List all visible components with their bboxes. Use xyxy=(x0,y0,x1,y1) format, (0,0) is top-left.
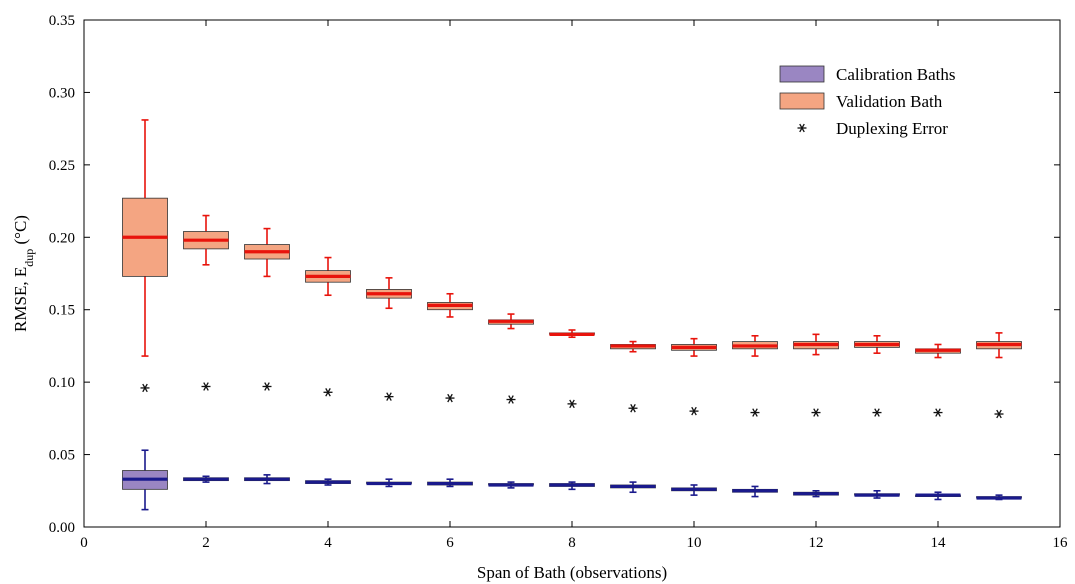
y-axis-label: RMSE, Edup (°C) xyxy=(11,215,36,332)
y-tick-label: 0.35 xyxy=(49,13,75,29)
calibration-box xyxy=(610,481,656,494)
calibration-box xyxy=(488,481,534,489)
calibration-box xyxy=(793,489,839,498)
star-stroke xyxy=(508,395,514,404)
star-stroke xyxy=(799,123,805,133)
duplexing-error-point xyxy=(445,393,455,403)
calibration-box xyxy=(732,485,778,498)
y-tick-label: 0.00 xyxy=(49,520,75,536)
y-tick-label: 0.05 xyxy=(49,448,75,464)
star-stroke xyxy=(813,408,819,417)
star-stroke xyxy=(142,383,148,393)
y-tick-label: 0.10 xyxy=(49,375,75,391)
validation-box xyxy=(488,313,534,330)
star-stroke xyxy=(874,408,880,417)
star-stroke xyxy=(935,408,941,417)
calibration-box xyxy=(183,475,229,483)
duplexing-error-point xyxy=(872,408,882,417)
validation-box xyxy=(610,340,656,353)
legend-label: Calibration Baths xyxy=(836,65,955,84)
validation-box xyxy=(671,337,717,357)
duplexing-error-point xyxy=(628,403,638,413)
legend-star-icon xyxy=(797,123,807,133)
duplexing-error-point xyxy=(689,406,699,416)
calibration-box xyxy=(915,491,961,501)
y-tick-label: 0.25 xyxy=(49,158,75,174)
legend-item-validation: Validation Bath xyxy=(779,92,943,111)
validation-box xyxy=(122,119,168,357)
y-axis-label-subscript: dup xyxy=(22,249,36,267)
duplexing-error-point xyxy=(994,409,1004,419)
x-tick-label: 2 xyxy=(202,535,210,551)
calibration-box xyxy=(305,478,351,486)
validation-box xyxy=(793,333,839,356)
duplexing-error-point xyxy=(201,382,211,391)
validation-box xyxy=(305,256,351,297)
x-tick-label: 14 xyxy=(931,535,947,551)
star-stroke xyxy=(569,399,575,409)
x-axis-label: Span of Bath (observations) xyxy=(477,563,667,582)
x-tick-label: 0 xyxy=(80,535,88,551)
duplexing-error-point xyxy=(567,399,577,409)
legend-label: Duplexing Error xyxy=(836,119,948,138)
y-axis-label-unit: (°C) xyxy=(11,215,30,249)
legend-swatch xyxy=(779,65,825,83)
y-axis-label-main: RMSE, E xyxy=(11,267,30,332)
x-tick-label: 4 xyxy=(324,535,332,551)
legend-swatch xyxy=(779,92,825,110)
x-tick-label: 16 xyxy=(1053,535,1069,551)
legend-item-calibration: Calibration Baths xyxy=(779,65,955,84)
x-tick-label: 10 xyxy=(687,535,702,551)
legend-item-marker: Duplexing Error xyxy=(797,119,948,138)
duplexing-error-point xyxy=(933,408,943,417)
duplexing-error-point xyxy=(811,408,821,417)
star-stroke xyxy=(203,382,209,391)
legend-label: Validation Bath xyxy=(836,92,943,111)
validation-box xyxy=(976,332,1022,359)
calibration-box xyxy=(366,478,412,488)
star-stroke xyxy=(447,393,453,403)
validation-box xyxy=(732,334,778,357)
calibration-box xyxy=(671,484,717,496)
validation-box xyxy=(427,292,473,318)
data-layer xyxy=(122,119,1022,511)
star-stroke xyxy=(996,409,1002,419)
validation-box xyxy=(366,277,412,310)
validation-box xyxy=(183,214,229,266)
validation-box xyxy=(915,343,961,359)
star-stroke xyxy=(264,382,270,391)
calibration-box xyxy=(244,474,290,485)
star-stroke xyxy=(386,392,392,401)
star-stroke xyxy=(325,388,331,397)
calibration-box xyxy=(122,449,168,511)
x-tick-label: 8 xyxy=(568,535,576,551)
duplexing-error-point xyxy=(750,408,760,417)
validation-box xyxy=(549,329,595,339)
validation-box xyxy=(244,227,290,278)
calibration-box xyxy=(427,478,473,488)
calibration-box xyxy=(549,481,595,491)
star-stroke xyxy=(752,408,758,417)
axes: 0 2 4 6 8 10 12 14 16 0.00 0.05 0.10 0.15 0.20 0.25 0.3… xyxy=(49,13,1068,551)
legend: Calibration Baths Validation Bath Duplexin… xyxy=(779,65,955,138)
duplexing-error-point xyxy=(262,382,272,391)
duplexing-error-point xyxy=(323,388,333,397)
y-tick-label: 0.15 xyxy=(49,303,75,319)
duplexing-error-point xyxy=(140,383,150,393)
y-tick-label: 0.30 xyxy=(49,85,75,101)
star-stroke xyxy=(691,406,697,416)
y-tick-label: 0.20 xyxy=(49,230,75,246)
x-tick-label: 12 xyxy=(809,535,824,551)
x-tick-label: 6 xyxy=(446,535,454,551)
star-stroke xyxy=(630,403,636,413)
validation-box xyxy=(854,334,900,354)
calibration-box xyxy=(976,494,1022,501)
duplexing-error-point xyxy=(384,392,394,401)
duplexing-error-point xyxy=(506,395,516,404)
calibration-box xyxy=(854,489,900,499)
